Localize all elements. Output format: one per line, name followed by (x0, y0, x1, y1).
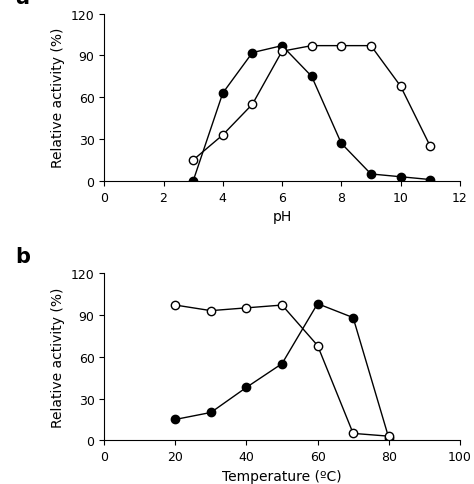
Text: a: a (15, 0, 29, 8)
X-axis label: Temperature (ºC): Temperature (ºC) (222, 469, 342, 483)
Y-axis label: Relative activity (%): Relative activity (%) (51, 287, 65, 427)
Text: b: b (15, 247, 30, 267)
Y-axis label: Relative activity (%): Relative activity (%) (51, 28, 65, 168)
X-axis label: pH: pH (273, 210, 292, 224)
